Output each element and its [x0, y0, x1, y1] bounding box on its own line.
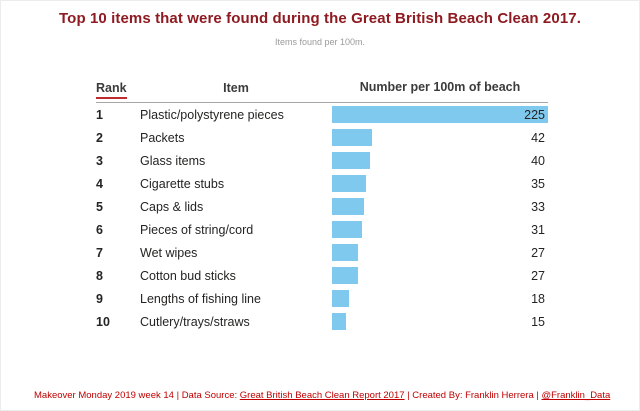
value-label: 18: [531, 291, 545, 306]
value-cell: 225: [332, 103, 548, 126]
data-bar: [332, 267, 358, 284]
table-row[interactable]: 6 Pieces of string/cord 31: [96, 218, 548, 241]
value-cell: 33: [332, 195, 548, 218]
rank-cell: 9: [96, 291, 103, 306]
sort-indicator-underline: Rank: [96, 81, 127, 99]
table-body: 1 Plastic/polystyrene pieces 225 2 Packets 42…: [96, 103, 548, 333]
value-cell: 18: [332, 287, 548, 310]
bar-chart-table: Rank Item Number per 100m of beach 1 Plas…: [96, 75, 548, 333]
item-cell: Caps & lids: [140, 199, 204, 214]
value-label: 35: [531, 176, 545, 191]
value-label: 40: [531, 153, 545, 168]
item-cell: Packets: [140, 130, 185, 145]
value-cell: 31: [332, 218, 548, 241]
value-label: 31: [531, 222, 545, 237]
rank-cell: 3: [96, 153, 103, 168]
value-label: 33: [531, 199, 545, 214]
item-cell: Glass items: [140, 153, 206, 168]
value-label: 27: [531, 268, 545, 283]
data-bar: [332, 290, 350, 307]
value-cell: 40: [332, 149, 548, 172]
data-bar: [332, 221, 362, 238]
rank-cell: 8: [96, 268, 103, 283]
table-row[interactable]: 5 Caps & lids 33: [96, 195, 548, 218]
value-label: 15: [531, 314, 545, 329]
table-header-row: Rank Item Number per 100m of beach: [96, 75, 548, 103]
data-source-link[interactable]: Great British Beach Clean Report 2017: [239, 390, 405, 401]
table-row[interactable]: 2 Packets 42: [96, 126, 548, 149]
item-cell: Wet wipes: [140, 245, 198, 260]
page-title: Top 10 items that were found during the …: [59, 10, 581, 27]
value-cell: 15: [332, 310, 548, 333]
table-row[interactable]: 9 Lengths of fishing line 18: [96, 287, 548, 310]
table-row[interactable]: 10 Cutlery/trays/straws 15: [96, 310, 548, 333]
report-footer: Makeover Monday 2019 week 14 | Data Sour…: [34, 390, 610, 401]
rank-cell: 2: [96, 130, 103, 145]
rank-cell: 10: [96, 314, 110, 329]
table-row[interactable]: 7 Wet wipes 27: [96, 241, 548, 264]
data-bar: [332, 129, 373, 146]
chart-subtitle: Items found per 100m.: [274, 37, 366, 47]
item-cell: Cotton bud sticks: [140, 268, 236, 283]
item-cell: Cutlery/trays/straws: [140, 314, 250, 329]
table-row[interactable]: 4 Cigarette stubs 35: [96, 172, 548, 195]
data-bar: [332, 198, 364, 215]
column-header-value[interactable]: Number per 100m of beach: [359, 80, 521, 94]
footer-prefix-text: Makeover Monday 2019 week 14 | Data Sour…: [34, 390, 240, 401]
twitter-handle-link[interactable]: @Franklin_Data: [541, 390, 611, 401]
value-label: 225: [524, 107, 545, 122]
rank-cell: 1: [96, 107, 103, 122]
table-row[interactable]: 3 Glass items 40: [96, 149, 548, 172]
data-bar: [332, 152, 371, 169]
value-cell: 42: [332, 126, 548, 149]
rank-cell: 7: [96, 245, 103, 260]
item-cell: Lengths of fishing line: [140, 291, 261, 306]
item-cell: Plastic/polystyrene pieces: [140, 107, 284, 122]
value-cell: 27: [332, 241, 548, 264]
data-bar: [332, 106, 548, 123]
item-cell: Cigarette stubs: [140, 176, 225, 191]
rank-cell: 5: [96, 199, 103, 214]
data-bar: [332, 175, 366, 192]
rank-cell: 4: [96, 176, 103, 191]
table-row[interactable]: 8 Cotton bud sticks 27: [96, 264, 548, 287]
column-header-item[interactable]: Item: [223, 81, 249, 95]
column-header-rank[interactable]: Rank: [96, 75, 140, 99]
value-cell: 35: [332, 172, 548, 195]
value-cell: 27: [332, 264, 548, 287]
table-row[interactable]: 1 Plastic/polystyrene pieces 225: [96, 103, 548, 126]
footer-middle-text: | Created By: Franklin Herrera |: [404, 390, 542, 401]
value-label: 42: [531, 130, 545, 145]
value-label: 27: [531, 245, 545, 260]
data-bar: [332, 313, 347, 330]
data-bar: [332, 244, 358, 261]
rank-cell: 6: [96, 222, 103, 237]
item-cell: Pieces of string/cord: [140, 222, 254, 237]
